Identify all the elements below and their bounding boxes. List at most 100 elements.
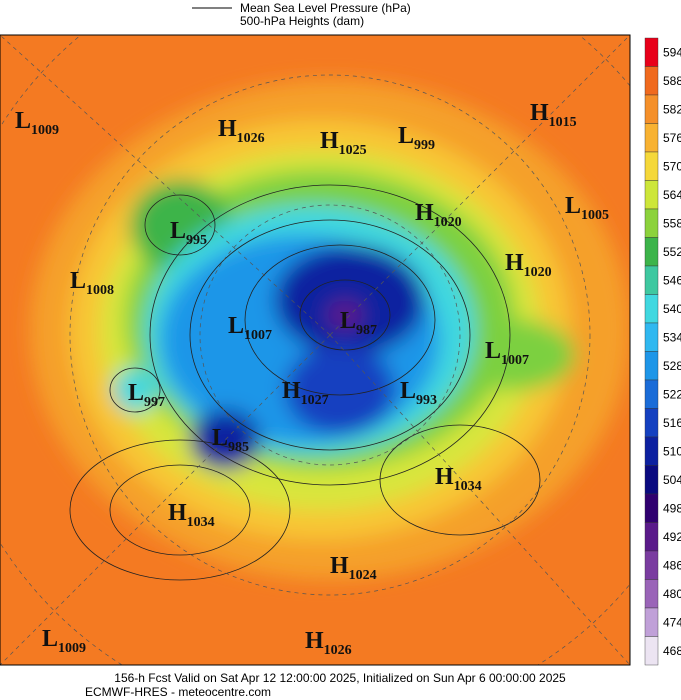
colorbar-swatch	[644, 436, 659, 466]
colorbar-swatch	[644, 265, 659, 295]
colorbar-label: 564	[663, 188, 681, 202]
colorbar-swatch	[644, 123, 659, 153]
center-type: H	[305, 628, 324, 654]
center-value: 993	[416, 393, 437, 408]
center-type: L	[70, 268, 86, 294]
center-type: H	[415, 200, 434, 226]
colorbar-label: 594	[663, 45, 681, 59]
pressure-center: L987	[340, 308, 377, 338]
colorbar-label: 570	[663, 159, 681, 173]
center-value: 1009	[58, 641, 86, 656]
center-value: 1027	[301, 393, 329, 408]
pressure-center: H1034	[435, 464, 482, 494]
colorbar-label: 534	[663, 330, 681, 344]
center-value: 985	[228, 440, 249, 455]
center-type: H	[330, 553, 349, 579]
colorbar-swatch	[644, 493, 659, 523]
colorbar-label: 528	[663, 359, 681, 373]
colorbar-label: 504	[663, 473, 681, 487]
center-value: 1007	[244, 328, 272, 343]
colorbar-swatch	[644, 37, 659, 67]
colorbar-swatch	[644, 151, 659, 181]
colorbar-label: 510	[663, 444, 681, 458]
center-value: 1020	[434, 215, 462, 230]
colorbar-swatch	[644, 208, 659, 238]
pressure-center: L1009	[42, 626, 86, 656]
pressure-center: H1026	[305, 628, 352, 658]
pressure-center: L985	[212, 425, 249, 455]
center-value: 1009	[31, 123, 59, 138]
center-type: L	[400, 378, 416, 404]
pressure-center: L1007	[485, 338, 529, 368]
colorbar-swatch	[644, 237, 659, 267]
center-type: L	[42, 626, 58, 652]
pressure-center: H1034	[168, 500, 215, 530]
pressure-center: L1007	[228, 313, 272, 343]
pressure-center: L993	[400, 378, 437, 408]
pressure-center: L1008	[70, 268, 114, 298]
colorbar-label: 546	[663, 273, 681, 287]
colorbar-swatch	[644, 294, 659, 324]
footer-text: ECMWF-HRES - meteocentre.com	[85, 685, 271, 699]
center-value: 1007	[501, 353, 529, 368]
center-type: L	[212, 425, 228, 451]
pressure-center: H1020	[505, 250, 552, 280]
center-value: 1026	[324, 643, 352, 658]
colorbar-swatch	[644, 465, 659, 495]
center-value: 1034	[187, 515, 215, 530]
colorbar-label: 576	[663, 131, 681, 145]
colorbar-swatch	[644, 322, 659, 352]
center-type: H	[530, 100, 549, 126]
center-type: L	[565, 193, 581, 219]
colorbar-label: 558	[663, 216, 681, 230]
center-value: 1025	[339, 143, 367, 158]
center-value: 999	[414, 138, 435, 153]
center-value: 1005	[581, 208, 609, 223]
colorbar-label: 498	[663, 501, 681, 515]
colorbar-swatch	[644, 522, 659, 552]
center-type: H	[168, 500, 187, 526]
pressure-center: H1015	[530, 100, 577, 130]
center-value: 1026	[237, 131, 265, 146]
center-type: L	[485, 338, 501, 364]
pressure-center: L1005	[565, 193, 609, 223]
colorbar-label: 474	[663, 615, 681, 629]
colorbar-swatch	[644, 607, 659, 637]
pressure-center: H1025	[320, 128, 367, 158]
pressure-center: L995	[170, 218, 207, 248]
colorbar-label: 516	[663, 416, 681, 430]
colorbar-label: 486	[663, 558, 681, 572]
center-value: 1015	[549, 115, 577, 130]
colorbar-swatch	[644, 379, 659, 409]
center-type: H	[282, 378, 301, 404]
colorbar-swatch	[644, 66, 659, 96]
colorbar-label: 468	[663, 644, 681, 658]
legend-text: Mean Sea Level Pressure (hPa)	[240, 1, 411, 15]
colorbar-swatch	[644, 351, 659, 381]
colorbar-label: 492	[663, 530, 681, 544]
center-value: 995	[186, 233, 207, 248]
footer-text: 156-h Fcst Valid on Sat Apr 12 12:00:00 …	[114, 671, 566, 685]
map-frame	[0, 34, 631, 666]
colorbar-swatch	[644, 636, 659, 666]
pressure-center: L1009	[15, 108, 59, 138]
pressure-center: H1026	[218, 116, 265, 146]
colorbar-label: 480	[663, 587, 681, 601]
colorbar-label: 540	[663, 302, 681, 316]
pressure-center: H1020	[415, 200, 462, 230]
colorbar-swatch	[644, 94, 659, 124]
center-type: L	[340, 308, 356, 334]
center-value: 997	[144, 395, 165, 410]
colorbar-swatch	[644, 550, 659, 580]
center-value: 1008	[86, 283, 114, 298]
center-type: H	[435, 464, 454, 490]
center-value: 987	[356, 323, 377, 338]
pressure-center: L997	[128, 380, 165, 410]
colorbar-swatch	[644, 408, 659, 438]
center-type: L	[170, 218, 186, 244]
center-type: H	[320, 128, 339, 154]
center-type: H	[218, 116, 237, 142]
colorbar-label: 552	[663, 245, 681, 259]
